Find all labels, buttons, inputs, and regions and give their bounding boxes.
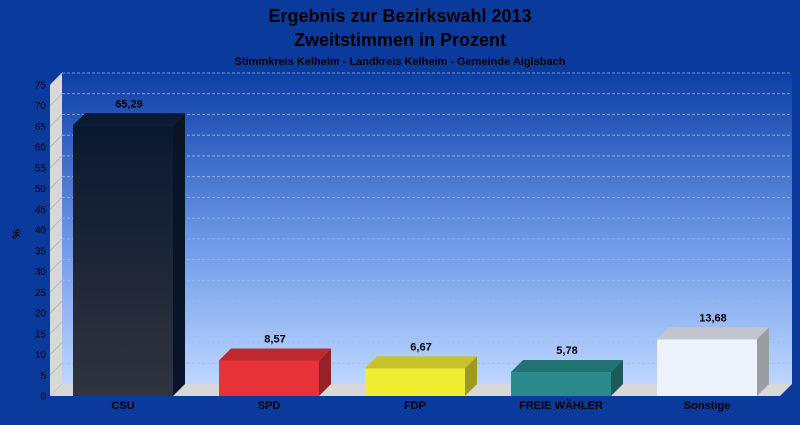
data-label: 13,68 [699,312,727,324]
bar-csu: 65,29 [73,98,185,396]
gridline-side [49,217,63,231]
data-label: 65,29 [115,98,143,110]
y-tick-label: 25 [35,288,47,299]
gridline-side [49,362,63,376]
y-tick-label: 45 [35,205,47,216]
bar-front [511,372,611,396]
y-tick-label: 5 [40,371,46,382]
y-tick-label: 40 [35,226,47,237]
y-tick-label: 35 [35,246,47,257]
x-tick-label: FDP [404,400,426,412]
y-tick-label: 75 [35,81,47,92]
gridline-side [49,321,63,335]
bar-side [757,327,769,396]
gridline-side [49,300,63,314]
y-tick-label: 30 [35,267,47,278]
y-axis-ticks: 0 5 10 15 20 25 30 35 40 45 50 55 60 65 70 75 [35,81,47,403]
data-label: 8,57 [264,333,285,345]
bar-side [319,348,331,396]
bar-sonstige: 13,68 [657,312,769,396]
chart-title: Ergebnis zur Bezirkswahl 2013 [268,6,531,26]
gridline-side [49,114,63,127]
gridline-side [49,259,63,272]
gridline-side [49,342,63,355]
y-tick-label: 70 [35,101,47,112]
gridline-side [49,72,63,86]
gridline-side [49,280,63,293]
gridline-side [49,93,63,107]
bar-top [657,327,769,340]
gridline-side [49,134,63,148]
data-label: 5,78 [556,345,577,357]
bar-top [73,113,185,126]
bar-series: 65,29 8,57 6,67 5,78 13,68 [73,98,769,396]
gridline-side [49,155,63,169]
y-tick-label: 0 [40,392,46,403]
bar-freie-wähler: 5,78 [511,345,623,396]
x-tick-label: FREIE WÄHLER [519,399,603,412]
bar-front [657,339,757,396]
chart-subtitle: Stimmkreis Kelheim - Landkreis Kelheim -… [235,56,566,68]
bar-top [219,348,331,361]
bar-spd: 8,57 [219,333,331,396]
bar-side [465,356,477,396]
data-label: 6,67 [410,341,431,353]
bar-front [219,360,319,396]
gridline-side [49,238,63,252]
y-tick-label: 60 [35,143,47,154]
y-tick-label: 65 [35,122,47,133]
gridline-side [49,197,63,210]
y-tick-label: 10 [35,350,47,361]
plot-side-wall [50,73,62,396]
x-tick-label: Sonstige [684,400,730,412]
bar-fdp: 6,67 [365,341,477,396]
gridline-side [49,176,63,189]
x-tick-label: CSU [111,400,134,412]
y-tick-label: 55 [35,163,47,174]
x-axis-labels: CSU SPD FDP FREIE WÄHLER Sonstige [111,399,730,412]
bar-front [365,368,465,396]
y-axis-label: % [11,229,23,239]
bar-front [73,125,173,396]
bar-side [611,360,623,396]
bar-top [511,360,623,373]
y-tick-label: 50 [35,184,47,195]
y-tick-label: 20 [35,309,47,320]
y-tick-label: 15 [35,329,47,340]
x-tick-label: SPD [258,400,281,412]
bar-side [173,113,185,396]
chart-title-line2: Zweitstimmen in Prozent [294,30,506,50]
bar-top [365,356,477,369]
